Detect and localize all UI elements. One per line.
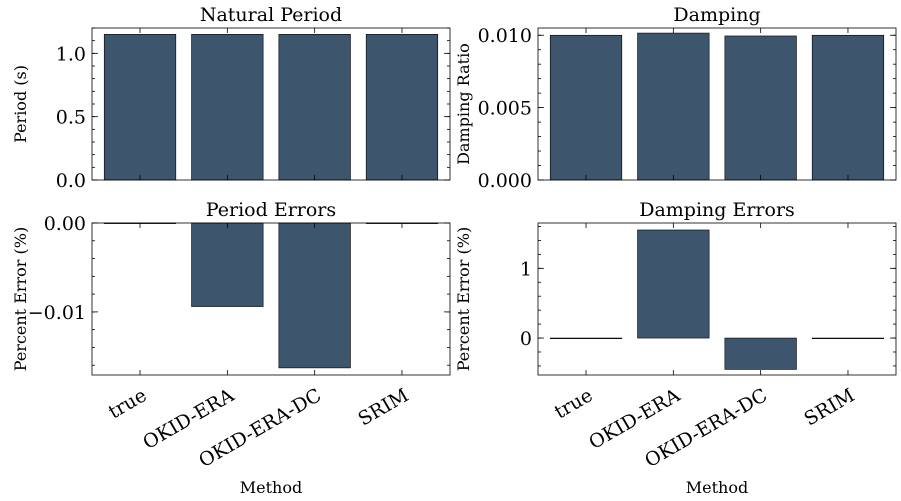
bar-true — [549, 337, 623, 339]
y-tick-label: 0 — [520, 328, 532, 350]
y-tick-label: 0.00 — [44, 213, 86, 235]
bar-okid-era-dc — [278, 222, 351, 369]
x-tick-label: true — [105, 384, 151, 423]
y-axis-label: Percent Error (%) — [454, 227, 473, 371]
bar-srim — [365, 34, 439, 181]
subplot-title: Period Errors — [206, 199, 336, 221]
x-axis-label: Method — [240, 478, 302, 497]
y-axis-label: Damping Ratio — [454, 43, 473, 165]
bar-srim — [811, 337, 885, 339]
y-axis-label: Period (s) — [11, 65, 30, 143]
x-tick-label: SRIM — [354, 384, 412, 430]
y-tick-label: 0.005 — [478, 98, 532, 120]
y-tick-label: 1 — [520, 258, 532, 280]
axes-frame — [537, 27, 897, 181]
x-tick-label: true — [551, 384, 597, 423]
y-tick-label: 1.0 — [56, 43, 86, 65]
bar-srim — [811, 34, 885, 181]
y-tick-label: −0.01 — [28, 302, 86, 324]
bar-okid-era — [637, 32, 710, 181]
bar-okid-era — [637, 229, 710, 339]
y-axis-label: Percent Error (%) — [11, 227, 30, 371]
bar-true — [549, 34, 623, 181]
bar-okid-era-dc — [724, 337, 797, 370]
axes-frame — [537, 222, 897, 376]
axes-frame — [91, 222, 451, 376]
x-tick-label: SRIM — [800, 384, 858, 430]
y-tick-label: 0.5 — [56, 107, 86, 129]
subplot-2: 0.000 0.005 0.010 Damping Damping Ratio — [454, 4, 897, 192]
y-tick-label: 0.010 — [478, 25, 532, 47]
x-axis-label: Method — [686, 478, 748, 497]
subplot-title: Natural Period — [200, 4, 342, 26]
y-tick-label: 0.000 — [478, 170, 532, 192]
bar-okid-era — [191, 34, 264, 181]
y-tick-label: 0.0 — [56, 170, 86, 192]
bar-okid-era-dc — [278, 34, 351, 181]
subplot-title: Damping Errors — [639, 199, 795, 221]
bar-okid-era — [191, 222, 264, 307]
bar-okid-era-dc — [724, 35, 797, 181]
subplot-title: Damping — [673, 4, 760, 26]
bar-true — [103, 34, 177, 181]
subplot-1: 0.0 0.5 1.0 Natural Period Period (s) — [11, 4, 451, 192]
